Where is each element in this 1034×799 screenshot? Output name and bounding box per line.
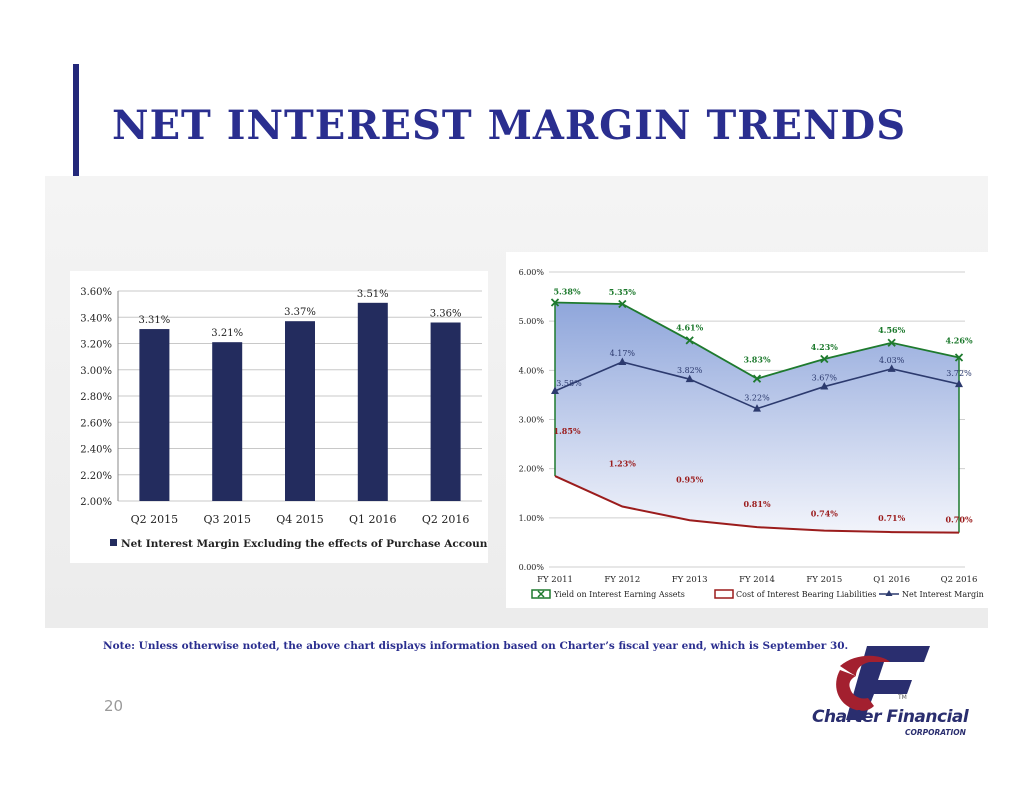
yield-point xyxy=(752,374,762,383)
bar-y-tick-label: 3.60% xyxy=(80,287,112,298)
cost-data-label: 0.74% xyxy=(811,509,838,519)
bar-x-tick-label: Q2 2016 xyxy=(422,513,470,526)
yield-point xyxy=(550,298,560,307)
cost-data-label: 0.70% xyxy=(945,515,972,525)
cost-legend-swatch xyxy=(714,589,734,599)
bar-x-tick-label: Q3 2015 xyxy=(203,513,251,526)
bar-chart: 2.00% 2.20% 2.40% 2.60% 2.80% 3.00% 3.20% 3.40%… xyxy=(80,287,488,550)
bar-y-tick-label: 2.60% xyxy=(80,418,112,429)
line-y-tick-label: 2.00% xyxy=(519,465,545,474)
logo-name: Charter Financial xyxy=(812,707,969,727)
line-chart-panel: 0.00% 1.00% 2.00% 3.00% 4.00% 5.00% 6.00% 5.38%… xyxy=(506,252,990,608)
line-y-tick-label: 1.00% xyxy=(519,514,545,523)
footnote: Note: Unless otherwise noted, the above … xyxy=(103,640,849,652)
page-number: 20 xyxy=(104,697,124,715)
yield-legend-marker xyxy=(537,590,545,598)
nim-data-label: 3.22% xyxy=(744,394,770,403)
yield-data-label: 4.26% xyxy=(945,336,972,346)
cost-data-label: 1.85% xyxy=(553,426,580,436)
yield-data-label: 4.56% xyxy=(878,325,905,335)
bar-data-label: 3.51% xyxy=(357,289,389,300)
nim-point xyxy=(955,379,963,388)
line-y-tick-label: 5.00% xyxy=(519,317,545,326)
line-chart: 0.00% 1.00% 2.00% 3.00% 4.00% 5.00% 6.00% 5.38%… xyxy=(519,268,984,599)
nim-point xyxy=(887,364,896,372)
bar-data-label: 3.36% xyxy=(430,309,462,320)
bar-data-label: 3.21% xyxy=(211,328,243,339)
page-title: NET INTEREST MARGIN TRENDS xyxy=(112,102,907,149)
yield-data-label: 4.61% xyxy=(676,322,703,332)
bar-legend-label: Net Interest Margin Excluding the effect… xyxy=(121,538,488,550)
line-x-tick-label: Q1 2016 xyxy=(873,575,910,585)
yield-data-label: 4.23% xyxy=(811,342,838,352)
yield-point xyxy=(618,299,627,309)
bar-y-tick-label: 3.00% xyxy=(80,366,112,377)
bar xyxy=(139,329,170,501)
bar-y-tick-label: 3.20% xyxy=(80,340,112,351)
nim-point xyxy=(551,386,559,394)
nim-data-label: 4.03% xyxy=(879,356,905,365)
cost-data-label: 1.23% xyxy=(609,459,636,469)
yield-cost-area xyxy=(555,302,959,533)
nim-point xyxy=(753,404,761,412)
cost-line xyxy=(554,475,960,534)
bar-y-tick-label: 2.20% xyxy=(80,471,112,482)
bar xyxy=(357,302,388,501)
logo-trademark: TM xyxy=(898,694,907,701)
bar-data-label: 3.37% xyxy=(284,307,316,318)
title-accent-bar xyxy=(73,64,79,200)
yield-data-label: 3.83% xyxy=(743,355,770,365)
bar-x-tick-label: Q1 2016 xyxy=(349,513,397,526)
logo-subtitle: CORPORATION xyxy=(905,728,966,737)
nim-data-label: 3.72% xyxy=(946,369,972,378)
nim-legend-marker xyxy=(885,590,893,596)
nim-data-label: 4.17% xyxy=(610,349,636,358)
bar-y-tick-label: 3.40% xyxy=(80,313,112,324)
line-x-tick-label: FY 2014 xyxy=(739,575,775,585)
yield-point xyxy=(685,336,694,345)
bar-data-label: 3.31% xyxy=(139,315,171,326)
bar xyxy=(430,322,461,501)
line-x-tick-label: Q2 2016 xyxy=(941,575,978,585)
bar-y-tick-label: 2.00% xyxy=(80,497,112,508)
nim-data-label: 3.82% xyxy=(677,366,703,375)
line-x-tick-label: FY 2011 xyxy=(537,575,573,585)
nim-point xyxy=(685,374,694,383)
bar-x-tick-label: Q4 2015 xyxy=(276,513,324,526)
charter-financial-logo-icon xyxy=(836,646,930,720)
bar xyxy=(285,321,315,501)
line-y-tick-label: 3.00% xyxy=(519,416,545,425)
bar-y-tick-label: 2.40% xyxy=(80,445,112,456)
nim-data-label: 3.67% xyxy=(812,374,838,383)
nim-data-label: 3.58% xyxy=(556,379,582,388)
yield-data-label: 5.35% xyxy=(609,287,636,297)
yield-point xyxy=(887,338,896,347)
yield-data-label: 5.38% xyxy=(553,286,580,296)
bar-x-tick-label: Q2 2015 xyxy=(131,513,179,526)
bar-y-tick-label: 2.80% xyxy=(80,392,112,403)
bar-legend-swatch xyxy=(110,539,117,546)
line-x-tick-label: FY 2015 xyxy=(806,575,842,585)
yield-point xyxy=(820,354,829,364)
bar xyxy=(212,342,243,501)
cost-data-label: 0.81% xyxy=(743,499,770,509)
nim-legend-label: Net Interest Margin xyxy=(902,590,984,599)
nim-point xyxy=(820,382,829,390)
cost-data-label: 0.95% xyxy=(676,474,703,484)
line-y-tick-label: 6.00% xyxy=(519,268,545,277)
line-x-tick-label: FY 2012 xyxy=(604,575,640,585)
yield-legend-label: Yield on Interest Earning Assets xyxy=(553,590,685,599)
line-x-tick-label: FY 2013 xyxy=(672,575,708,585)
cost-legend-label: Cost of Interest Bearing Liabilities xyxy=(736,590,876,599)
line-y-tick-label: 0.00% xyxy=(519,563,545,572)
line-y-tick-label: 4.00% xyxy=(519,366,545,375)
yield-point xyxy=(954,353,964,362)
bar-chart-panel: 2.00% 2.20% 2.40% 2.60% 2.80% 3.00% 3.20% 3.40%… xyxy=(70,271,488,563)
nim-point xyxy=(618,357,627,365)
cost-data-label: 0.71% xyxy=(878,513,905,523)
